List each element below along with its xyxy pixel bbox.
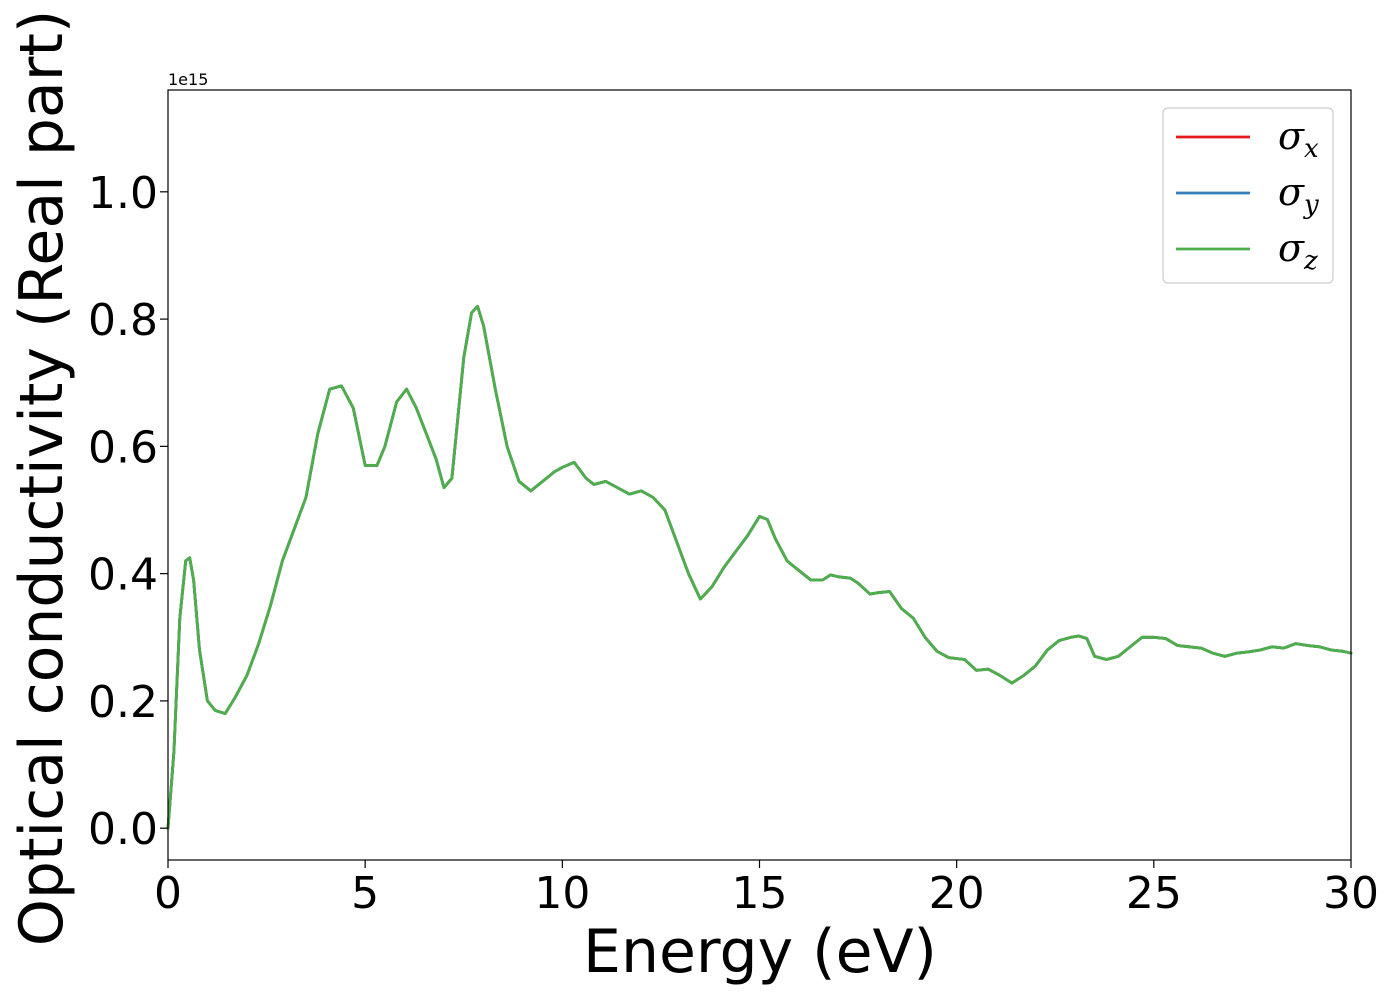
x-tick-label: 30 bbox=[1323, 868, 1379, 919]
x-tick-label: 20 bbox=[929, 868, 985, 919]
series-line-σz bbox=[166, 304, 1353, 830]
x-tick-label: 10 bbox=[534, 868, 590, 919]
y-tick-label: 0.4 bbox=[88, 550, 158, 601]
y-offset-label: 1e15 bbox=[168, 70, 208, 89]
y-tick-label: 0.8 bbox=[88, 295, 158, 346]
y-tick-label: 0.0 bbox=[88, 804, 158, 855]
x-tick-label: 15 bbox=[732, 868, 788, 919]
series-line-σx bbox=[166, 304, 1353, 830]
y-tick-label: 1.0 bbox=[88, 168, 158, 219]
x-tick-label: 5 bbox=[351, 868, 379, 919]
legend-label: σy bbox=[1278, 170, 1319, 220]
legend: σx σy σz bbox=[1162, 107, 1334, 284]
legend-label: σz bbox=[1278, 226, 1318, 276]
y-tick-label: 0.2 bbox=[88, 677, 158, 728]
x-axis-label: Energy (eV) bbox=[583, 917, 937, 987]
legend-box bbox=[1162, 107, 1334, 284]
y-axis-label: Optical conductivity (Real part) bbox=[7, 10, 77, 947]
series-lines bbox=[166, 304, 1353, 830]
series-line-σy bbox=[166, 304, 1353, 830]
x-axis-ticks: 0 5 10 15 20 25 30 bbox=[154, 860, 1379, 919]
legend-label: σx bbox=[1278, 114, 1319, 164]
y-tick-label: 0.6 bbox=[88, 422, 158, 473]
x-tick-label: 0 bbox=[154, 868, 182, 919]
y-axis-ticks: 0.0 0.2 0.4 0.6 0.8 1.0 bbox=[88, 168, 168, 855]
x-tick-label: 25 bbox=[1126, 868, 1182, 919]
